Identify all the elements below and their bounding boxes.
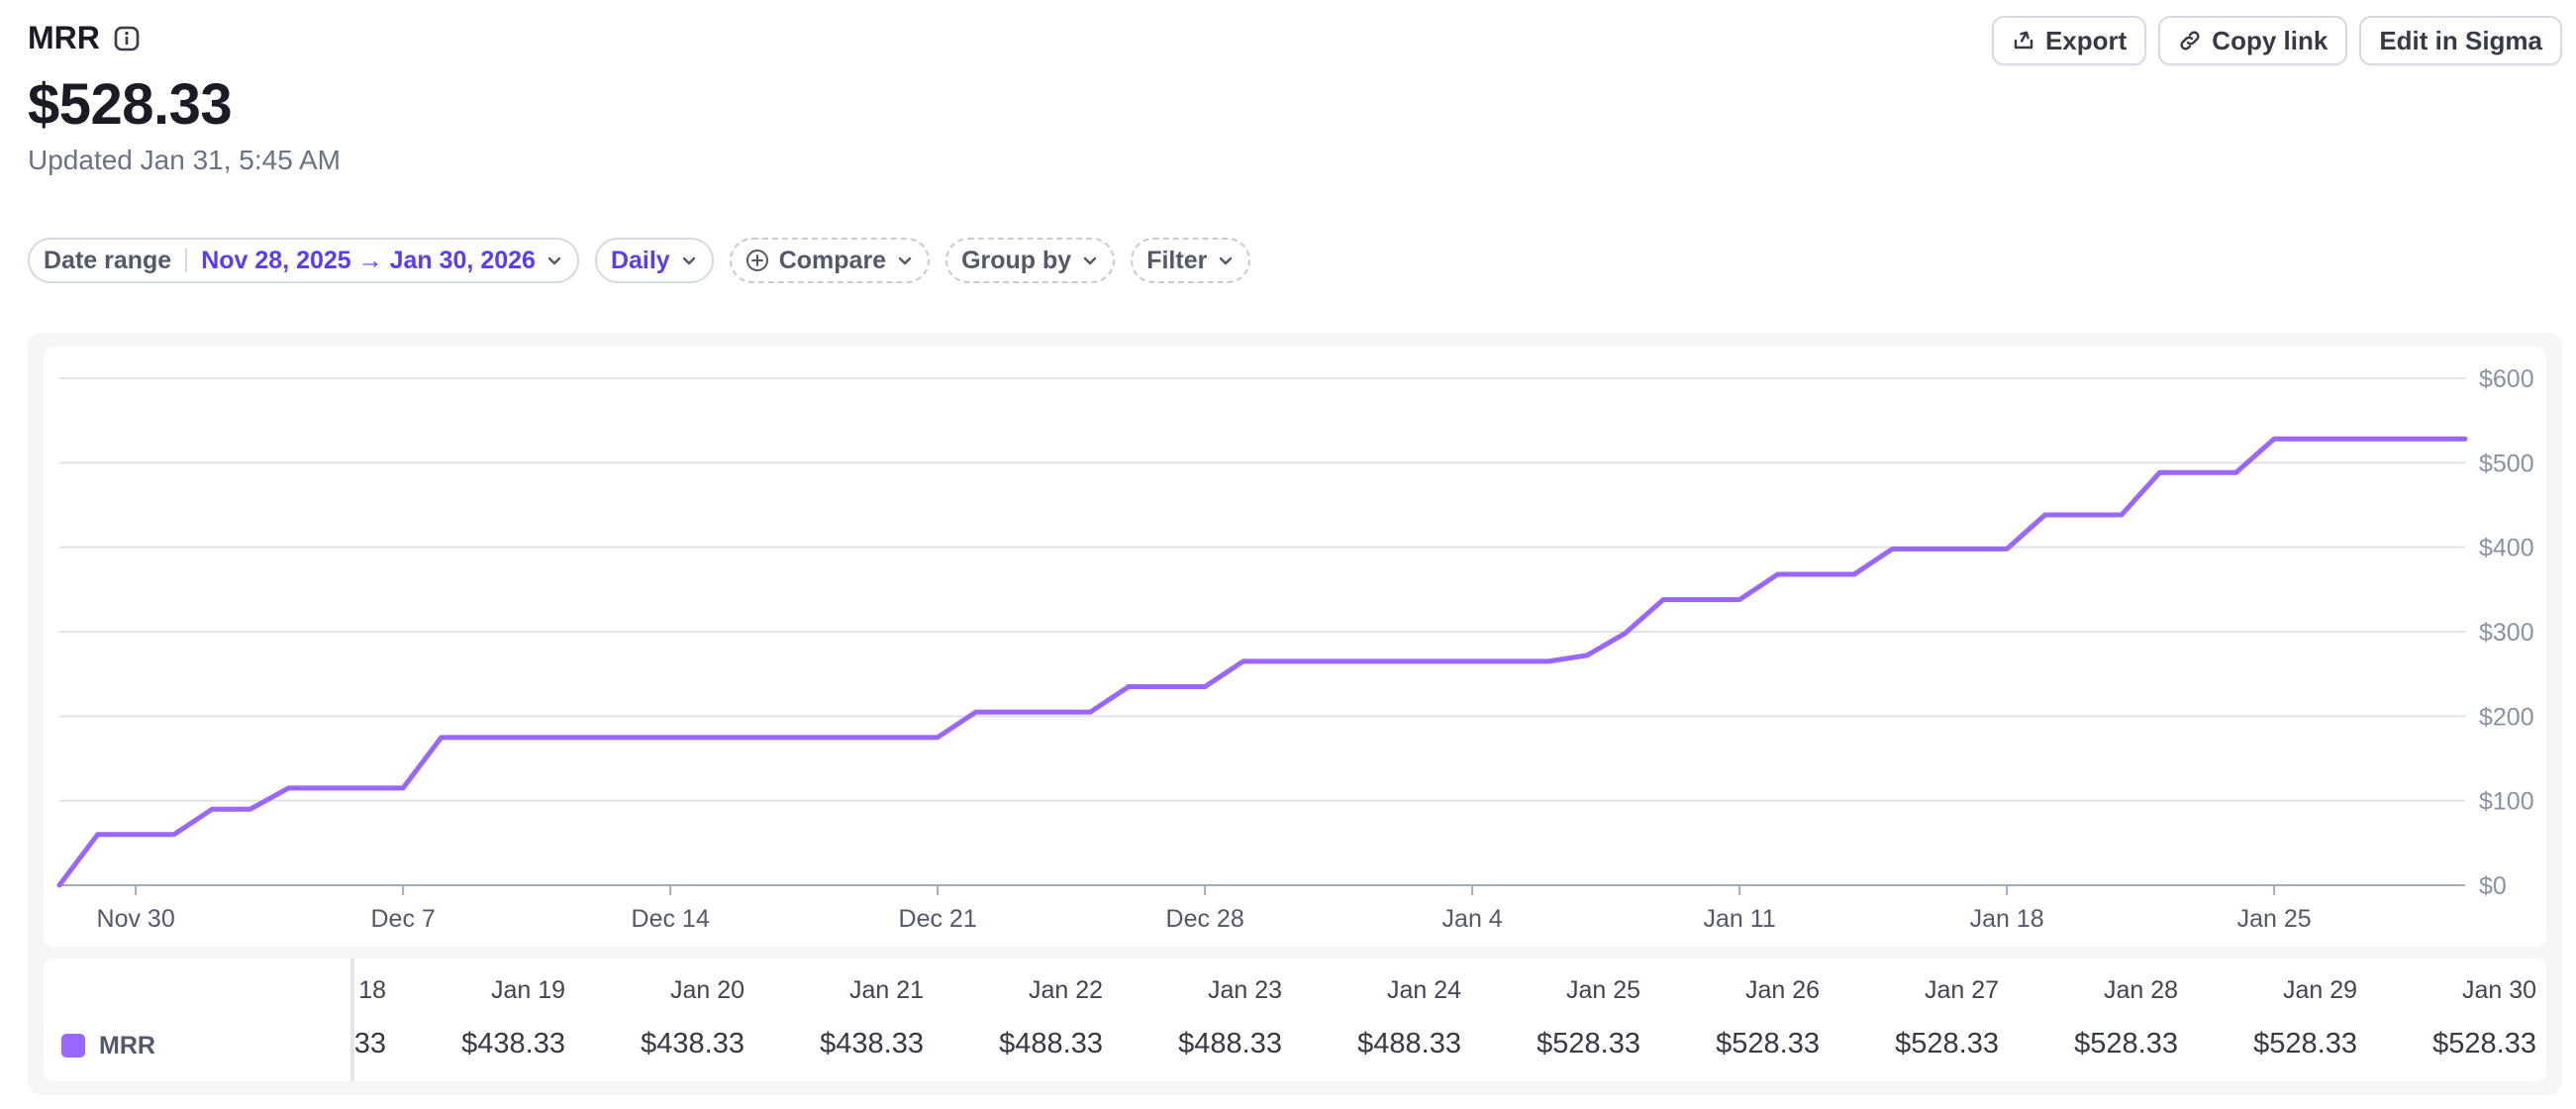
table-column: Jan 30 $528.33 (2338, 958, 2536, 1081)
export-label: Export (2044, 25, 2128, 55)
y-tick-label: $100 (2479, 788, 2534, 816)
filter-label: Filter (1146, 246, 1208, 274)
export-icon (2014, 31, 2033, 50)
column-value: $528.33 (2432, 1028, 2536, 1059)
table-column: Jan 24 $488.33 (1263, 958, 1461, 1081)
column-value: $438.33 (461, 1028, 565, 1059)
x-tick-label: Dec 21 (899, 905, 977, 933)
column-value: $488.33 (1178, 1028, 1282, 1059)
date-range-filter[interactable]: Date range Nov 28, 2025 → Jan 30, 2026 (28, 238, 579, 283)
y-tick-label: $500 (2479, 450, 2534, 477)
column-value: $488.33 (999, 1028, 1103, 1059)
title-row: MRR (28, 20, 140, 56)
column-date: Jan 30 (2461, 976, 2536, 1004)
y-tick-label: $300 (2479, 619, 2534, 647)
column-date: Jan 28 (2103, 976, 2178, 1004)
y-tick-label: $400 (2479, 535, 2534, 562)
chevron-down-icon (898, 256, 912, 265)
column-date: Jan 26 (1744, 976, 1820, 1004)
chevron-down-icon (682, 256, 695, 265)
copy-link-label: Copy link (2212, 25, 2328, 55)
edit-in-sigma-label: Edit in Sigma (2379, 25, 2542, 55)
x-tick-label: Jan 4 (1442, 905, 1503, 933)
info-icon[interactable] (114, 26, 140, 51)
table-column: Jan 21 $438.33 (726, 958, 924, 1081)
metric-value: $528.33 (28, 72, 233, 137)
column-date: Jan 18 (350, 976, 386, 1004)
column-date: Jan 25 (1565, 976, 1640, 1004)
table-column: Jan 26 $528.33 (1622, 958, 1820, 1081)
divider (185, 249, 188, 272)
table-column: Jan 23 $488.33 (1084, 958, 1282, 1081)
compare-label: Compare (778, 246, 887, 274)
chevron-down-icon (547, 256, 561, 265)
x-tick-label: Nov 30 (97, 905, 175, 933)
chevron-down-icon (1220, 256, 1233, 265)
column-value: $528.33 (1895, 1028, 1999, 1059)
date-range-value: Nov 28, 2025 → Jan 30, 2026 (201, 246, 536, 274)
series-swatch (61, 1034, 85, 1058)
x-tick-label: Jan 25 (2237, 905, 2312, 933)
x-tick-label: Dec 14 (632, 905, 710, 933)
copy-link-button[interactable]: Copy link (2158, 16, 2348, 65)
x-tick-label: Dec 7 (370, 905, 435, 933)
filter-button[interactable]: Filter (1131, 238, 1251, 283)
chart-panel: $0 $100 $200 $300 $400 $500 $600 Nov 30 Dec 7 Dec… (28, 333, 2562, 1095)
column-value: $528.33 (1536, 1028, 1640, 1059)
table-column: Jan 22 $488.33 (905, 958, 1103, 1081)
plus-circle-icon (745, 250, 768, 271)
series-label: MRR (99, 1032, 155, 1059)
table-column: Jan 19 $438.33 (367, 958, 565, 1081)
group-by-button[interactable]: Group by (945, 238, 1116, 283)
column-date: Jan 20 (669, 976, 744, 1004)
interval-select[interactable]: Daily (594, 238, 714, 283)
table-column: Jan 29 $528.33 (2159, 958, 2357, 1081)
interval-value: Daily (610, 246, 670, 274)
data-table: MRR Jan 18 $398.33 Jan 19 $438.33 Jan 20 $438… (44, 958, 2546, 1081)
column-date: Jan 23 (1207, 976, 1282, 1004)
column-date: Jan 27 (1924, 976, 1999, 1004)
column-value: $488.33 (1357, 1028, 1461, 1059)
export-button[interactable]: Export (1991, 16, 2147, 65)
link-icon (2180, 31, 2200, 50)
chart-card: $0 $100 $200 $300 $400 $500 $600 Nov 30 Dec 7 Dec… (44, 347, 2546, 947)
y-tick-label: $0 (2479, 872, 2507, 900)
y-tick-label: $600 (2479, 365, 2534, 393)
table-column: Jan 20 $438.33 (546, 958, 744, 1081)
column-date: Jan 24 (1386, 976, 1461, 1004)
x-tick-label: Jan 18 (1970, 905, 2044, 933)
edit-in-sigma-button[interactable]: Edit in Sigma (2359, 16, 2562, 65)
x-tick-label: Jan 11 (1704, 905, 1776, 933)
column-value: $438.33 (641, 1028, 744, 1059)
table-column: Jan 18 $398.33 (350, 958, 386, 1081)
column-date: Jan 21 (848, 976, 924, 1004)
series-line-mrr (56, 436, 2468, 888)
updated-timestamp: Updated Jan 31, 5:45 AM (28, 145, 341, 175)
chevron-down-icon (1084, 256, 1097, 265)
x-tick-label: Dec 28 (1166, 905, 1244, 933)
column-date: Jan 19 (490, 976, 565, 1004)
compare-button[interactable]: Compare (729, 238, 931, 283)
table-column: Jan 25 $528.33 (1442, 958, 1640, 1081)
y-tick-label: $200 (2479, 703, 2534, 731)
table-column: Jan 27 $528.33 (1801, 958, 1999, 1081)
column-date: Jan 22 (1028, 976, 1103, 1004)
column-value: $528.33 (2253, 1028, 2357, 1059)
column-value: $438.33 (820, 1028, 924, 1059)
group-by-label: Group by (961, 246, 1072, 274)
column-value: $528.33 (1716, 1028, 1820, 1059)
top-actions: Export Copy link Edit in Sigma (1991, 16, 2562, 65)
column-value: $528.33 (2074, 1028, 2178, 1059)
table-column: Jan 28 $528.33 (1980, 958, 2178, 1081)
column-date: Jan 29 (2282, 976, 2357, 1004)
page-title: MRR (28, 20, 100, 55)
date-range-label: Date range (44, 246, 172, 274)
mrr-line-chart[interactable]: $0 $100 $200 $300 $400 $500 $600 Nov 30 Dec 7 Dec… (44, 347, 2546, 947)
filter-bar: Date range Nov 28, 2025 → Jan 30, 2026 D… (28, 238, 1251, 283)
column-value: $398.33 (350, 1028, 386, 1059)
table-legend: MRR (44, 958, 354, 1081)
